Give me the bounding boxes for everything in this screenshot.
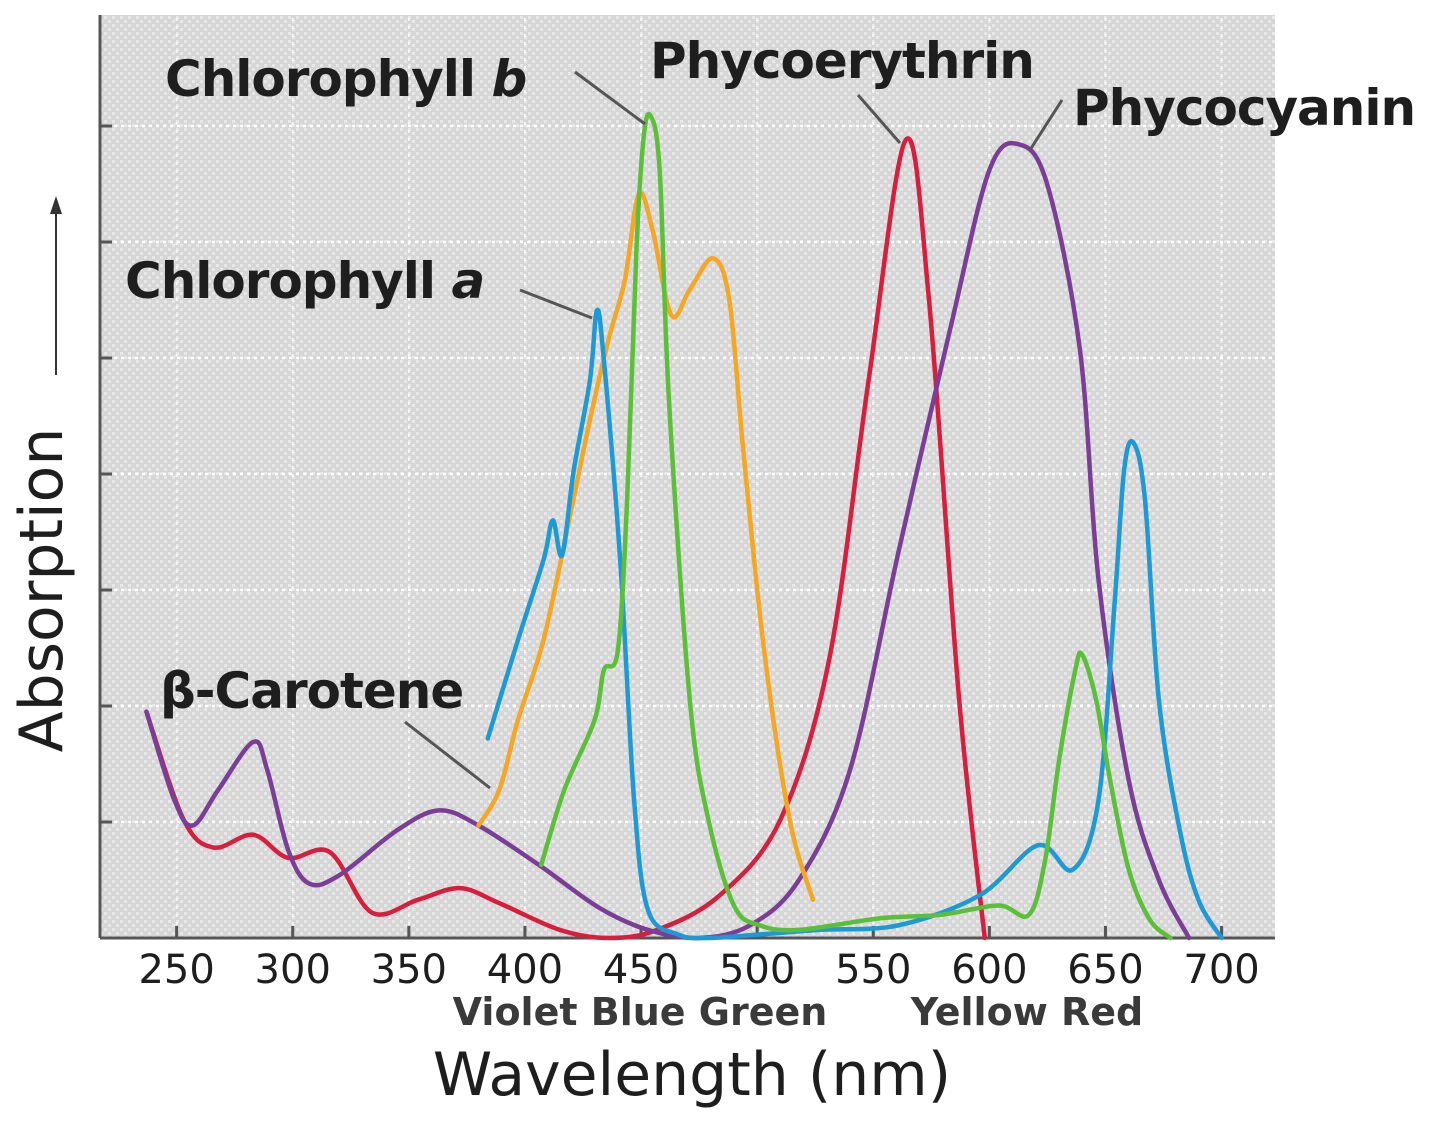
color-band-yellow-red: Yellow Red (910, 990, 1144, 1034)
x-tick-label: 350 (371, 947, 447, 993)
pointer-beta-carotene (404, 720, 491, 790)
label-beta-carotene: β-Carotene (160, 662, 463, 720)
series-lines (144, 111, 1224, 941)
x-tick-label: 600 (951, 947, 1027, 993)
pointer-chlorophyll-a (519, 288, 593, 320)
label-chlorophyll-b: Chlorophyll b (165, 50, 526, 108)
x-tick-label: 700 (1183, 947, 1259, 993)
label-phycocyanin: Phycocyanin (1073, 79, 1415, 137)
pointer-phycocyanin (1028, 99, 1064, 151)
x-axis-title: Wavelength (nm) (433, 1040, 951, 1110)
series-line-chlorophyll-a (485, 307, 1224, 941)
y-axis-title: Absorption (7, 428, 77, 753)
label-phycoerythrin: Phycoerythrin (650, 32, 1034, 90)
x-tick-label: 400 (487, 947, 563, 993)
gridlines (100, 10, 1275, 938)
x-tick-label: 650 (1067, 947, 1143, 993)
plot-background (100, 15, 1275, 938)
pointer-chlorophyll-b (574, 70, 646, 126)
series-line-chlorophyll-b (538, 111, 1173, 941)
y-axis-arrow-icon (50, 196, 62, 375)
series-line-phycocyanin (144, 140, 1192, 941)
x-tick-label: 550 (835, 947, 911, 993)
color-band-violet-blue-green: Violet Blue Green (453, 990, 828, 1034)
x-tick-labels: 250 300 350 400 450 500 550 600 650 700 (138, 947, 1259, 993)
x-tick-label: 450 (603, 947, 679, 993)
series-line--carotene (476, 190, 816, 902)
x-tick-label: 300 (255, 947, 331, 993)
pointer-phycoerythrin (856, 94, 902, 144)
x-tick-label: 250 (138, 947, 214, 993)
label-chlorophyll-a: Chlorophyll a (125, 252, 484, 310)
series-line-phycoerythrin (144, 136, 987, 941)
x-tick-label: 500 (719, 947, 795, 993)
